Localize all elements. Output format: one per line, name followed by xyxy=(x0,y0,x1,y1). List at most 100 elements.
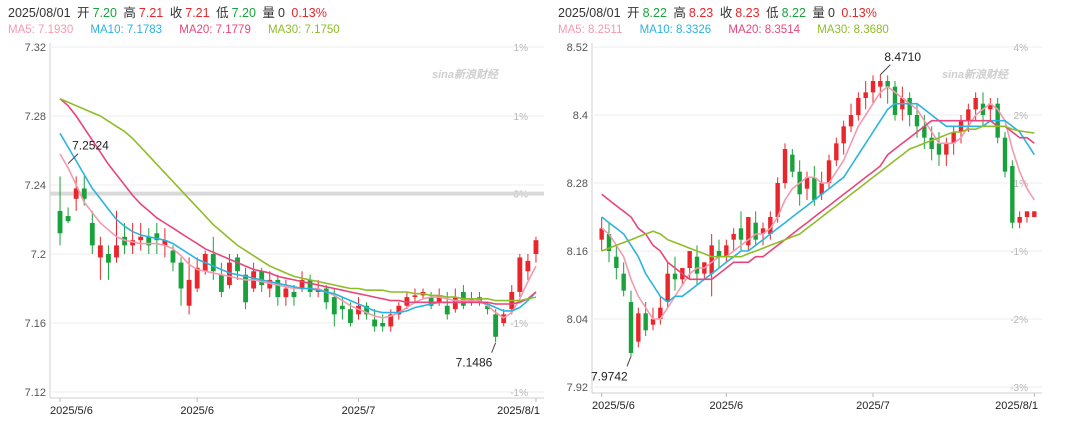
candle xyxy=(57,176,63,246)
ma30-label: MA30: 8.3680 xyxy=(817,24,889,36)
candle xyxy=(307,274,313,298)
candle-body xyxy=(885,81,890,87)
candle xyxy=(194,257,200,292)
candle-body xyxy=(988,103,993,110)
y-tick-label: 8.04 xyxy=(567,314,588,326)
candle xyxy=(97,236,103,280)
candle xyxy=(138,222,144,251)
y-tick-label: 7.92 xyxy=(567,382,588,394)
candle-body xyxy=(966,109,971,121)
candle xyxy=(621,262,626,297)
candle xyxy=(186,257,192,315)
watermark-logo: sina新浪财经 xyxy=(432,68,500,81)
candle-body xyxy=(804,177,810,189)
candle-body xyxy=(716,251,722,257)
candle-body xyxy=(493,314,499,337)
candle-body xyxy=(380,323,386,327)
close-label: 收 xyxy=(719,6,733,20)
candle-body xyxy=(485,305,490,310)
candle-body xyxy=(210,254,216,272)
candle-body xyxy=(760,228,766,234)
candle xyxy=(1010,160,1015,229)
candle xyxy=(460,285,466,310)
candle-body xyxy=(348,309,353,323)
candle-body xyxy=(1002,137,1008,172)
reference-line xyxy=(50,191,544,196)
candlestick-chart-left[interactable]: 7.327.287.247.27.167.121%1%0%-1%-1%2025/… xyxy=(0,0,545,421)
candle-body xyxy=(878,81,883,87)
ma20-label: MA20: 8.3514 xyxy=(728,24,800,36)
candle-body xyxy=(599,228,604,240)
candle-body xyxy=(396,305,402,315)
candle-body xyxy=(388,314,394,327)
candle xyxy=(178,257,184,306)
candle-body xyxy=(235,257,240,272)
candle-body xyxy=(694,256,700,274)
y-tick-label: 8.4 xyxy=(573,110,588,122)
candle-body xyxy=(130,240,136,246)
candle-body xyxy=(973,98,978,110)
candle xyxy=(636,307,641,348)
candle-body xyxy=(1024,211,1030,217)
candle-body xyxy=(672,273,678,280)
candle xyxy=(1024,211,1030,223)
candle-body xyxy=(65,216,71,222)
candle-body xyxy=(665,273,670,302)
candle xyxy=(870,75,876,104)
candle xyxy=(122,222,127,254)
candle-body xyxy=(138,236,144,241)
candle xyxy=(65,207,71,223)
ma30-line xyxy=(59,98,537,302)
y-tick-label: 8.16 xyxy=(567,246,588,258)
vol-label: 量 xyxy=(262,6,275,20)
ma30-line xyxy=(601,125,1035,258)
candle-body xyxy=(1010,166,1015,223)
candle-body xyxy=(606,234,612,251)
candle-body xyxy=(709,245,714,274)
candle-body xyxy=(106,254,111,263)
low-marker-label: 7.1486 xyxy=(456,356,493,370)
candlestick-chart-right[interactable]: 8.52 8.4 8.28 8.16 8.04 7.92 4% 2% 1% -1% -2% -3% 20… xyxy=(550,0,1080,421)
candle-body xyxy=(614,256,619,268)
candle xyxy=(658,296,663,325)
watermark-logo: sina新浪财经 xyxy=(942,68,1010,81)
candle xyxy=(907,92,912,127)
candle xyxy=(275,274,281,306)
candle xyxy=(672,256,678,291)
candle xyxy=(804,171,810,200)
x-tick-label: 2025/8/1 xyxy=(995,400,1038,412)
ma5-label: MA5: 8.2511 xyxy=(558,24,623,36)
y-tick-label: 7.24 xyxy=(25,180,46,192)
candle-body xyxy=(517,257,523,292)
candle xyxy=(533,236,539,263)
x-tick-label: 2025/6 xyxy=(710,400,744,412)
candle xyxy=(396,302,402,320)
candle-body xyxy=(826,160,832,183)
close-label: 收 xyxy=(169,6,183,20)
pct-tick-label: -1% xyxy=(510,388,528,399)
candle-body xyxy=(146,236,152,246)
candle-body xyxy=(372,319,378,327)
candle-body xyxy=(643,313,648,331)
y-tick-label: 7.12 xyxy=(25,387,46,399)
candle-body xyxy=(731,234,736,240)
candle xyxy=(753,211,758,246)
candle-body xyxy=(687,251,692,268)
x-tick-label: 2025/5/6 xyxy=(50,405,93,417)
ma10-line xyxy=(601,102,1035,304)
open-label: 开 xyxy=(77,6,90,20)
candle xyxy=(790,149,795,178)
ma30-label: MA30: 7.1750 xyxy=(268,24,340,36)
candle-body xyxy=(936,143,942,155)
header-date: 2025/08/01 xyxy=(558,6,621,20)
candle-body xyxy=(841,126,846,144)
y-tick-label: 7.32 xyxy=(25,42,46,54)
candle-body xyxy=(162,240,168,246)
candle-body xyxy=(97,245,103,258)
high-marker-label: 7.2524 xyxy=(72,139,109,153)
candle-body xyxy=(533,240,539,254)
candle-body xyxy=(331,297,337,315)
pct-tick-label: 1% xyxy=(514,43,529,54)
